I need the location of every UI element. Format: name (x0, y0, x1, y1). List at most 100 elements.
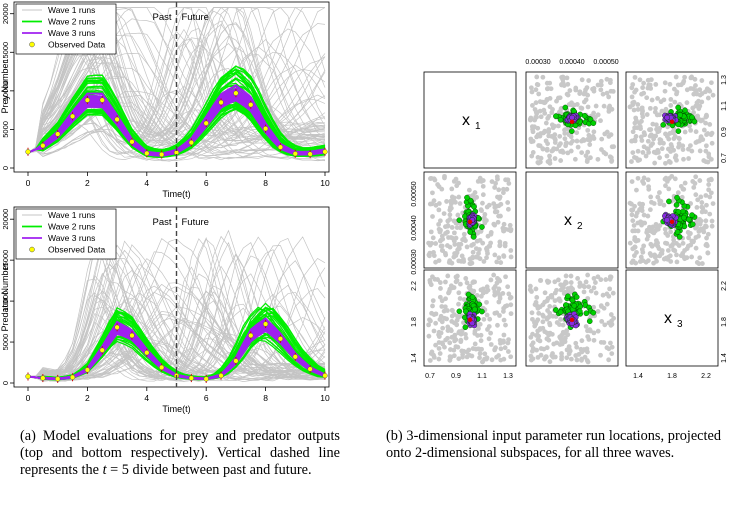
wave1-point (528, 334, 534, 340)
wave1-point (482, 218, 487, 224)
wave1-point (552, 132, 558, 138)
wave1-point (469, 353, 475, 359)
wave1-point (491, 221, 497, 227)
wave1-point (429, 240, 434, 246)
wave1-point (445, 229, 450, 235)
wave1-point (492, 209, 498, 215)
wave1-point (632, 237, 638, 243)
wave1-point (505, 284, 511, 290)
wave1-point (470, 249, 476, 255)
pairs-points (426, 272, 514, 365)
wave1-point (439, 304, 445, 309)
wave1-point (579, 150, 585, 156)
wave1-point (428, 229, 434, 235)
wave1-point (497, 295, 503, 301)
wave1-point (564, 75, 570, 81)
wave1-point (572, 156, 578, 162)
wave1-point (645, 77, 651, 83)
observed-point (84, 367, 91, 373)
wave1-point (453, 235, 459, 241)
wave1-point (704, 113, 709, 119)
wave1-point (662, 88, 668, 94)
wave1-point (701, 229, 707, 235)
wave1-point (710, 201, 716, 207)
wave2-point (586, 318, 593, 325)
wave1-point (688, 143, 693, 149)
wave1-point (449, 186, 455, 192)
wave1-point (575, 144, 581, 150)
x3-right-tick: 1.8 (721, 317, 728, 327)
wave1-point (441, 308, 447, 314)
x3-bottom-tick: 1.8 (667, 373, 677, 380)
wave1-point (565, 150, 571, 156)
wave1-point (547, 303, 553, 309)
wave1-point (542, 110, 548, 116)
observed-point (203, 120, 209, 126)
wave1-point (476, 326, 481, 331)
wave1-point (442, 344, 447, 350)
wave1-point (484, 299, 489, 305)
wave1-point (540, 319, 546, 325)
wave2-point (557, 309, 564, 315)
wave1-point (704, 241, 709, 247)
wave1-point (681, 78, 687, 84)
wave1-point (501, 309, 506, 314)
wave1-point (430, 298, 436, 304)
wave1-point (550, 351, 555, 356)
observed-data (25, 320, 328, 383)
wave2-point (675, 121, 682, 128)
wave1-point (455, 212, 461, 218)
wave1-point (567, 88, 573, 93)
wave1-point (657, 198, 663, 204)
wave1-point (649, 97, 655, 103)
wave1-point (436, 201, 442, 206)
y-tick-label: 0 (1, 166, 10, 170)
wave1-point (560, 322, 566, 328)
legend-swatch (29, 246, 35, 253)
wave1-point (436, 258, 442, 263)
wave1-point (706, 187, 712, 193)
wave1-point (639, 91, 644, 97)
wave1-point (673, 74, 679, 80)
wave1-point (533, 286, 539, 292)
observed-point (159, 364, 165, 371)
diag-subscript: 2 (577, 221, 583, 232)
legend-label: Wave 2 runs (48, 222, 95, 232)
wave1-point (467, 261, 473, 266)
divider-label-past: Past (152, 217, 171, 228)
wave1-point (507, 295, 513, 301)
wave2-point (685, 216, 692, 223)
wave1-point (609, 159, 614, 164)
wave1-point (598, 87, 604, 93)
wave1-point (680, 143, 686, 149)
wave1-point (687, 123, 692, 129)
wave1-point (686, 156, 691, 161)
x1-right-tick: 1.1 (721, 101, 728, 111)
prey-chart: Past Future 0 2 4 6 8 10 Time(t) 0 5000 10000 15000 2… (0, 1, 330, 199)
wave1-point (456, 245, 462, 251)
wave1-point (472, 190, 478, 195)
wave1-point (475, 229, 481, 235)
y-tick-label: 20000 (1, 3, 10, 24)
wave1-point (659, 108, 665, 114)
wave1-point (484, 312, 490, 318)
wave1-point (448, 205, 454, 211)
wave1-point (472, 341, 478, 347)
wave1-point (433, 342, 438, 348)
wave1-point (703, 193, 709, 198)
wave1-point (437, 218, 443, 224)
wave1-point (473, 246, 479, 251)
caption-right-text: (b) 3-dimensional input parameter run lo… (386, 428, 721, 461)
wave1-point (501, 332, 507, 338)
x-tick-label: 10 (320, 393, 330, 403)
wave1-point (537, 338, 543, 344)
wave1-point (578, 105, 584, 111)
wave1-point (641, 80, 647, 86)
wave1-point (501, 190, 506, 196)
wave1-point (653, 238, 659, 244)
wave1-point (629, 94, 635, 100)
wave1-point (653, 254, 659, 259)
wave1-point (579, 77, 585, 83)
wave1-point (635, 107, 641, 112)
wave1-point (452, 338, 457, 344)
